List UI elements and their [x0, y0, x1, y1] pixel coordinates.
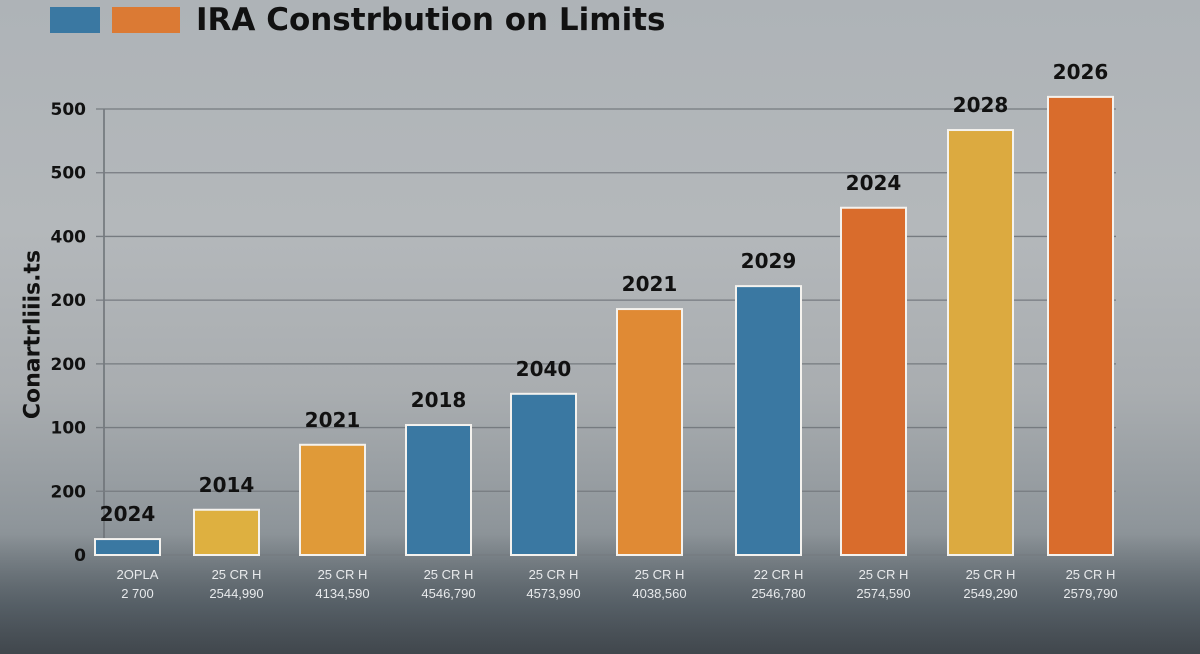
bar-data-label: 2024 [846, 171, 902, 195]
x-category-label: 2OPLA [117, 567, 159, 582]
bar [947, 129, 1014, 556]
x-category-label: 25 CR H [318, 567, 368, 582]
bar [94, 538, 161, 556]
x-category-value: 4573,990 [526, 586, 580, 601]
x-category-value: 4134,590 [315, 586, 369, 601]
x-category-label: 25 CR H [529, 567, 579, 582]
x-category-label: 22 CR H [754, 567, 804, 582]
x-category-value: 2579,790 [1063, 586, 1117, 601]
bar [405, 424, 472, 556]
bar [510, 392, 577, 556]
chart-title: IRA Constrbution on Limits [196, 2, 666, 38]
bar-data-label: 2024 [100, 502, 156, 526]
bar-data-label: 2026 [1053, 60, 1109, 84]
x-category-value: 2546,780 [751, 586, 805, 601]
bar-data-label: 2021 [622, 272, 678, 296]
x-category-label: 25 CR H [424, 567, 474, 582]
bar [193, 508, 260, 556]
y-tick-label: 200 [51, 355, 87, 375]
y-tick-label: 200 [51, 482, 87, 502]
x-category-value: 4038,560 [632, 586, 686, 601]
x-category-label: 25 CR H [1066, 567, 1116, 582]
x-category-value: 2 700 [121, 586, 154, 601]
bar [840, 206, 907, 556]
x-category-value: 2549,290 [963, 586, 1017, 601]
bar-data-label: 2018 [411, 388, 467, 412]
x-category-value: 4546,790 [421, 586, 475, 601]
legend-swatch-orange [112, 7, 180, 33]
bar-data-label: 2028 [953, 93, 1009, 117]
x-category-value: 2544,990 [209, 586, 263, 601]
x-category-value: 2574,590 [856, 586, 910, 601]
y-tick-label: 100 [51, 419, 87, 439]
x-category-label: 25 CR H [966, 567, 1016, 582]
x-category-label: 25 CR H [859, 567, 909, 582]
x-category-label: 25 CR H [635, 567, 685, 582]
bar [1047, 95, 1114, 556]
bar [299, 443, 366, 557]
y-tick-label: 400 [51, 227, 87, 247]
y-tick-label: 0 [74, 546, 86, 566]
x-category-label: 25 CR H [212, 567, 262, 582]
y-tick-label: 500 [51, 100, 87, 120]
y-tick-label: 200 [51, 291, 87, 311]
y-tick-label: 500 [51, 164, 87, 184]
bar-data-label: 2021 [305, 408, 361, 432]
bar-data-label: 2014 [199, 473, 255, 497]
bar [616, 308, 683, 557]
bar-data-label: 2040 [516, 357, 572, 381]
legend-swatch-blue [50, 7, 100, 33]
bar-data-label: 2029 [741, 249, 797, 273]
bar [735, 285, 802, 556]
